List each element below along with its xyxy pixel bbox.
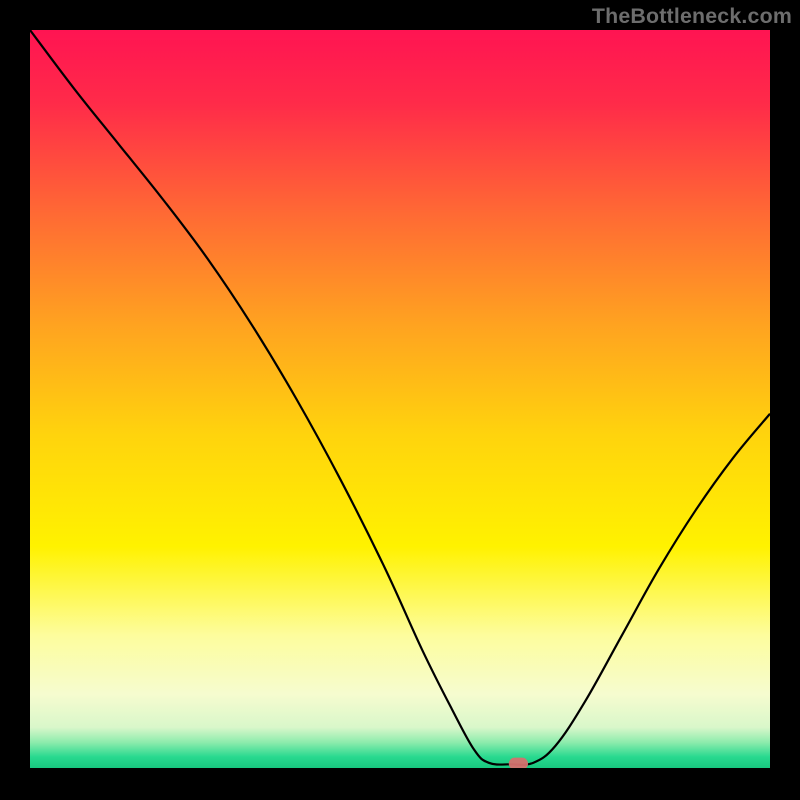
watermark-text: TheBottleneck.com (592, 4, 792, 29)
chart-stage: TheBottleneck.com (0, 0, 800, 800)
optimal-point-marker (509, 758, 528, 770)
bottleneck-curve-chart (0, 0, 800, 800)
plot-background-gradient (30, 30, 770, 768)
